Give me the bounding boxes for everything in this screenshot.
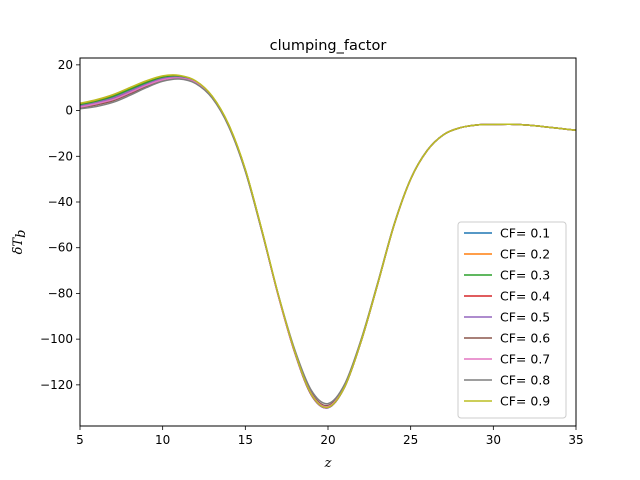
x-tick-label: 30 [486,433,501,447]
legend-label: CF= 0.2 [500,247,550,262]
legend-label: CF= 0.7 [500,352,550,367]
legend-label: CF= 0.1 [500,226,550,241]
legend-label: CF= 0.8 [500,373,550,388]
x-tick-label: 5 [76,433,84,447]
x-tick-label: 35 [568,433,583,447]
chart-title: clumping_factor [270,38,387,54]
legend: CF= 0.1 CF= 0.2 CF= 0.3 CF= 0.4 CF= 0.5 CF= 0… [457,221,567,419]
x-tick-label: 20 [320,433,335,447]
y-tick-label: −80 [48,286,73,300]
y-tick-label: −60 [48,241,73,255]
legend-label: CF= 0.4 [500,289,550,304]
x-tick-label: 10 [155,433,170,447]
y-tick-label: 0 [65,104,73,118]
x-axis-label: z [324,456,332,471]
x-tick-label: 25 [403,433,418,447]
y-axis: 20 0 −20 −40 −60 −80 −100 −120 [40,58,80,392]
legend-label: CF= 0.9 [500,394,550,409]
y-tick-label: −100 [40,332,73,346]
series-layer [79,74,577,409]
y-tick-label: −120 [40,378,73,392]
legend-label: CF= 0.6 [500,331,550,346]
series-line-9 [79,74,577,409]
x-tick-label: 15 [238,433,253,447]
y-tick-label: 20 [58,58,73,72]
y-tick-label: −40 [48,195,73,209]
legend-box [457,221,567,419]
legend-label: CF= 0.5 [500,310,550,325]
legend-label: CF= 0.3 [500,268,550,283]
y-tick-label: −20 [48,149,73,163]
x-axis: 5 10 15 20 25 30 35 [76,426,584,447]
y-axis-label: δTb [11,230,29,255]
